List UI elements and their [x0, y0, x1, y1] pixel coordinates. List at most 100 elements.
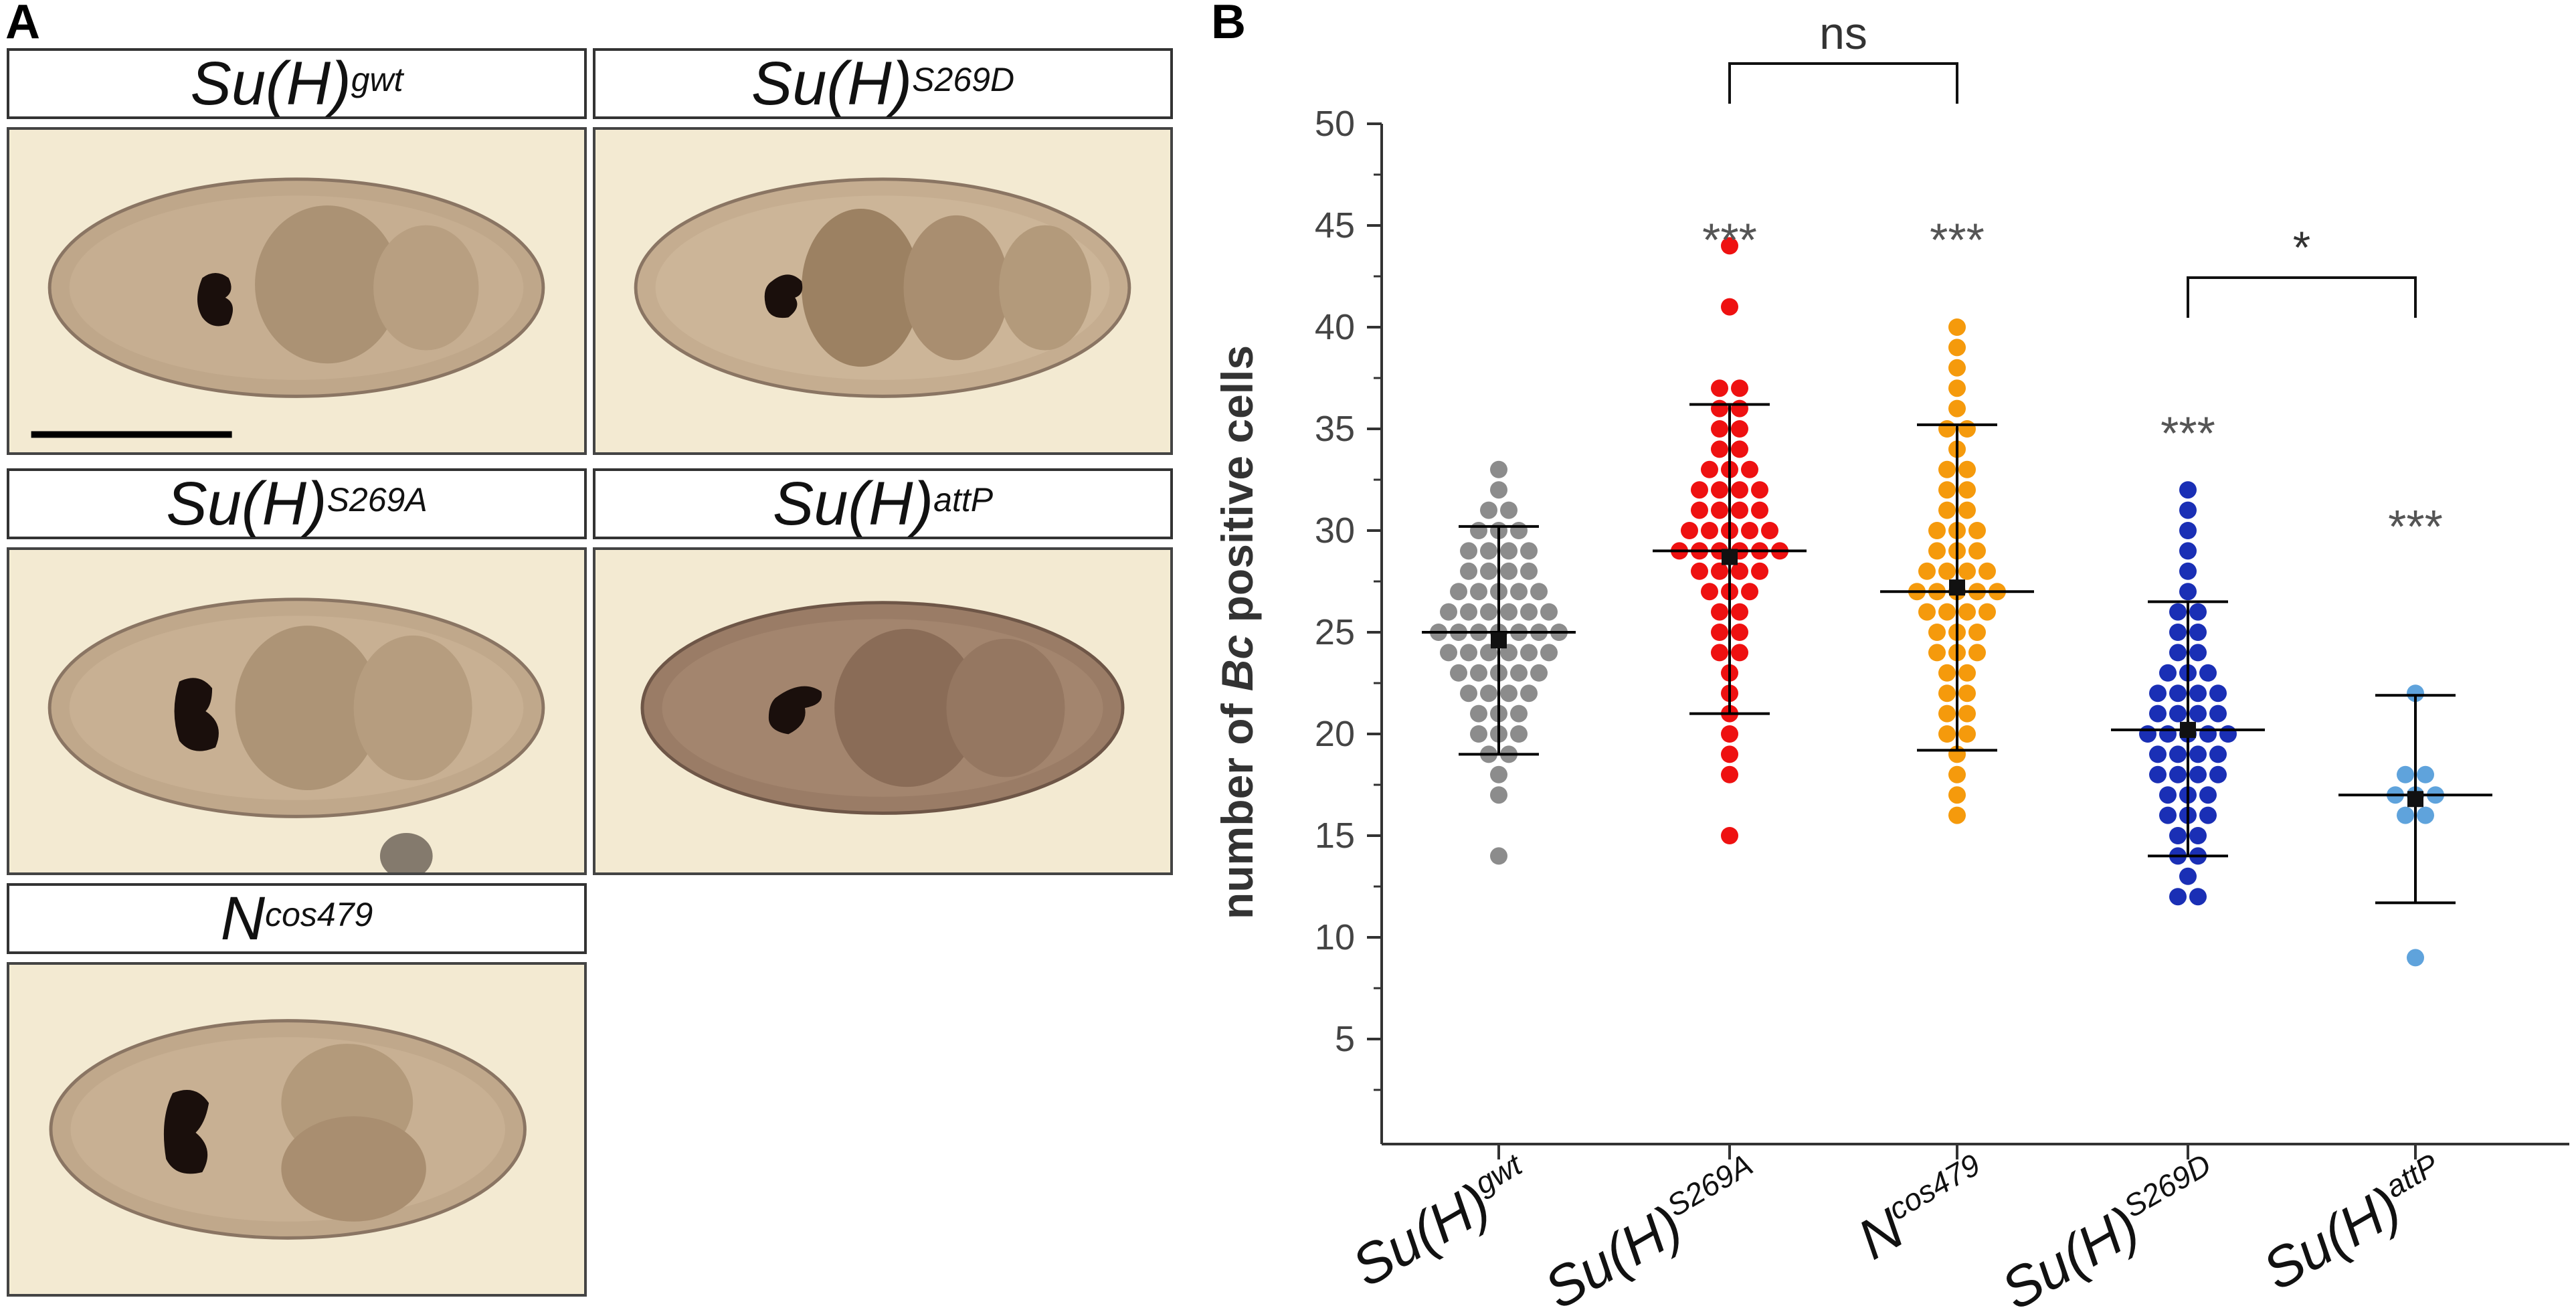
data-point [1490, 765, 1507, 783]
data-point [2209, 745, 2227, 763]
x-category-label: Su(H)gwt [1342, 1146, 1543, 1299]
data-point [1490, 786, 1507, 804]
embryo-drawing-5 [11, 965, 583, 1294]
data-point [1500, 501, 1517, 519]
data-point [1721, 725, 1738, 743]
data-point [2199, 786, 2217, 804]
data-point [1731, 440, 1748, 458]
data-point [2149, 745, 2167, 763]
embryo-drawing-1 [11, 130, 582, 452]
data-point [2149, 684, 2167, 703]
data-point [1741, 583, 1758, 601]
data-point [2169, 705, 2187, 723]
data-point [1490, 460, 1507, 478]
data-point [1490, 847, 1507, 865]
data-point [1731, 603, 1748, 621]
data-point [1958, 481, 1976, 499]
data-point [2407, 949, 2424, 967]
comparison-label: * [2293, 222, 2310, 273]
data-point [1721, 298, 1738, 316]
data-point [1979, 603, 1996, 621]
data-point [1731, 420, 1748, 438]
data-point [1701, 583, 1718, 601]
data-point [2189, 745, 2207, 763]
data-point [2209, 705, 2227, 723]
data-point [2169, 603, 2187, 621]
data-point [2169, 765, 2187, 783]
data-point [2179, 867, 2197, 885]
data-point [1958, 420, 1976, 438]
data-point [1938, 664, 1956, 682]
data-point [1711, 644, 1728, 662]
data-point [1480, 501, 1497, 519]
data-point [2159, 664, 2177, 682]
data-point [2189, 644, 2207, 662]
data-point [1741, 522, 1758, 539]
data-point [1731, 562, 1748, 580]
data-point [1948, 806, 1966, 824]
data-point [1938, 603, 1956, 621]
comparison-bracket [1728, 62, 1958, 104]
data-point [1510, 522, 1528, 539]
data-point [1711, 501, 1728, 519]
data-point [1918, 562, 1936, 580]
data-point [1500, 562, 1517, 580]
data-point [1691, 562, 1708, 580]
data-point [1440, 644, 1457, 662]
data-point [1520, 644, 1538, 662]
data-point [1480, 684, 1497, 703]
data-point [1938, 460, 1956, 478]
y-axis-label: number of Bc positive cells [1212, 345, 1262, 919]
embryo-image-2 [593, 127, 1173, 455]
data-point [1731, 481, 1748, 499]
data-point [1958, 603, 1976, 621]
y-tick-label: 15 [1315, 816, 1355, 856]
data-point [1460, 542, 1477, 560]
data-point [1470, 664, 1487, 682]
data-point [2199, 664, 2217, 682]
data-point [2149, 705, 2167, 723]
comparison-label: ns [1819, 8, 1867, 59]
y-tick-label: 30 [1315, 510, 1355, 551]
data-point [1938, 420, 1956, 438]
data-point [1711, 562, 1728, 580]
embryo-drawing-3 [11, 550, 582, 872]
data-point [1470, 522, 1487, 539]
data-point [2169, 684, 2187, 703]
data-point [1711, 624, 1728, 641]
data-point [2209, 684, 2227, 703]
data-point [1938, 562, 1956, 580]
data-point [1691, 501, 1708, 519]
data-point [2417, 765, 2434, 783]
data-point [1928, 644, 1946, 662]
data-point [1938, 725, 1956, 743]
data-point [1480, 542, 1497, 560]
mean-marker [1491, 632, 1507, 649]
data-point [2199, 725, 2217, 743]
y-tick-label: 35 [1315, 409, 1355, 449]
data-point [1450, 583, 1467, 601]
panel-a-label: A [5, 0, 40, 49]
y-tick-label: 5 [1335, 1019, 1355, 1059]
data-point [2179, 542, 2197, 560]
data-point [2159, 786, 2177, 804]
data-point [1540, 603, 1558, 621]
data-point [1711, 481, 1728, 499]
x-category-label: Su(H)S269A [1534, 1147, 1772, 1308]
data-point [1721, 237, 1738, 255]
data-point [1741, 460, 1758, 478]
comparison-bracket [2187, 276, 2417, 318]
data-point [1938, 501, 1956, 519]
data-point [2199, 806, 2217, 824]
data-point [1948, 339, 1966, 357]
data-point [1500, 603, 1517, 621]
data-point [1751, 481, 1768, 499]
data-point [2179, 481, 2197, 499]
significance-stars: *** [1702, 214, 1757, 266]
embryo-image-4 [593, 547, 1173, 875]
data-point [2209, 765, 2227, 783]
data-point [1701, 522, 1718, 539]
data-point [1731, 644, 1748, 662]
data-point [1958, 664, 1976, 682]
